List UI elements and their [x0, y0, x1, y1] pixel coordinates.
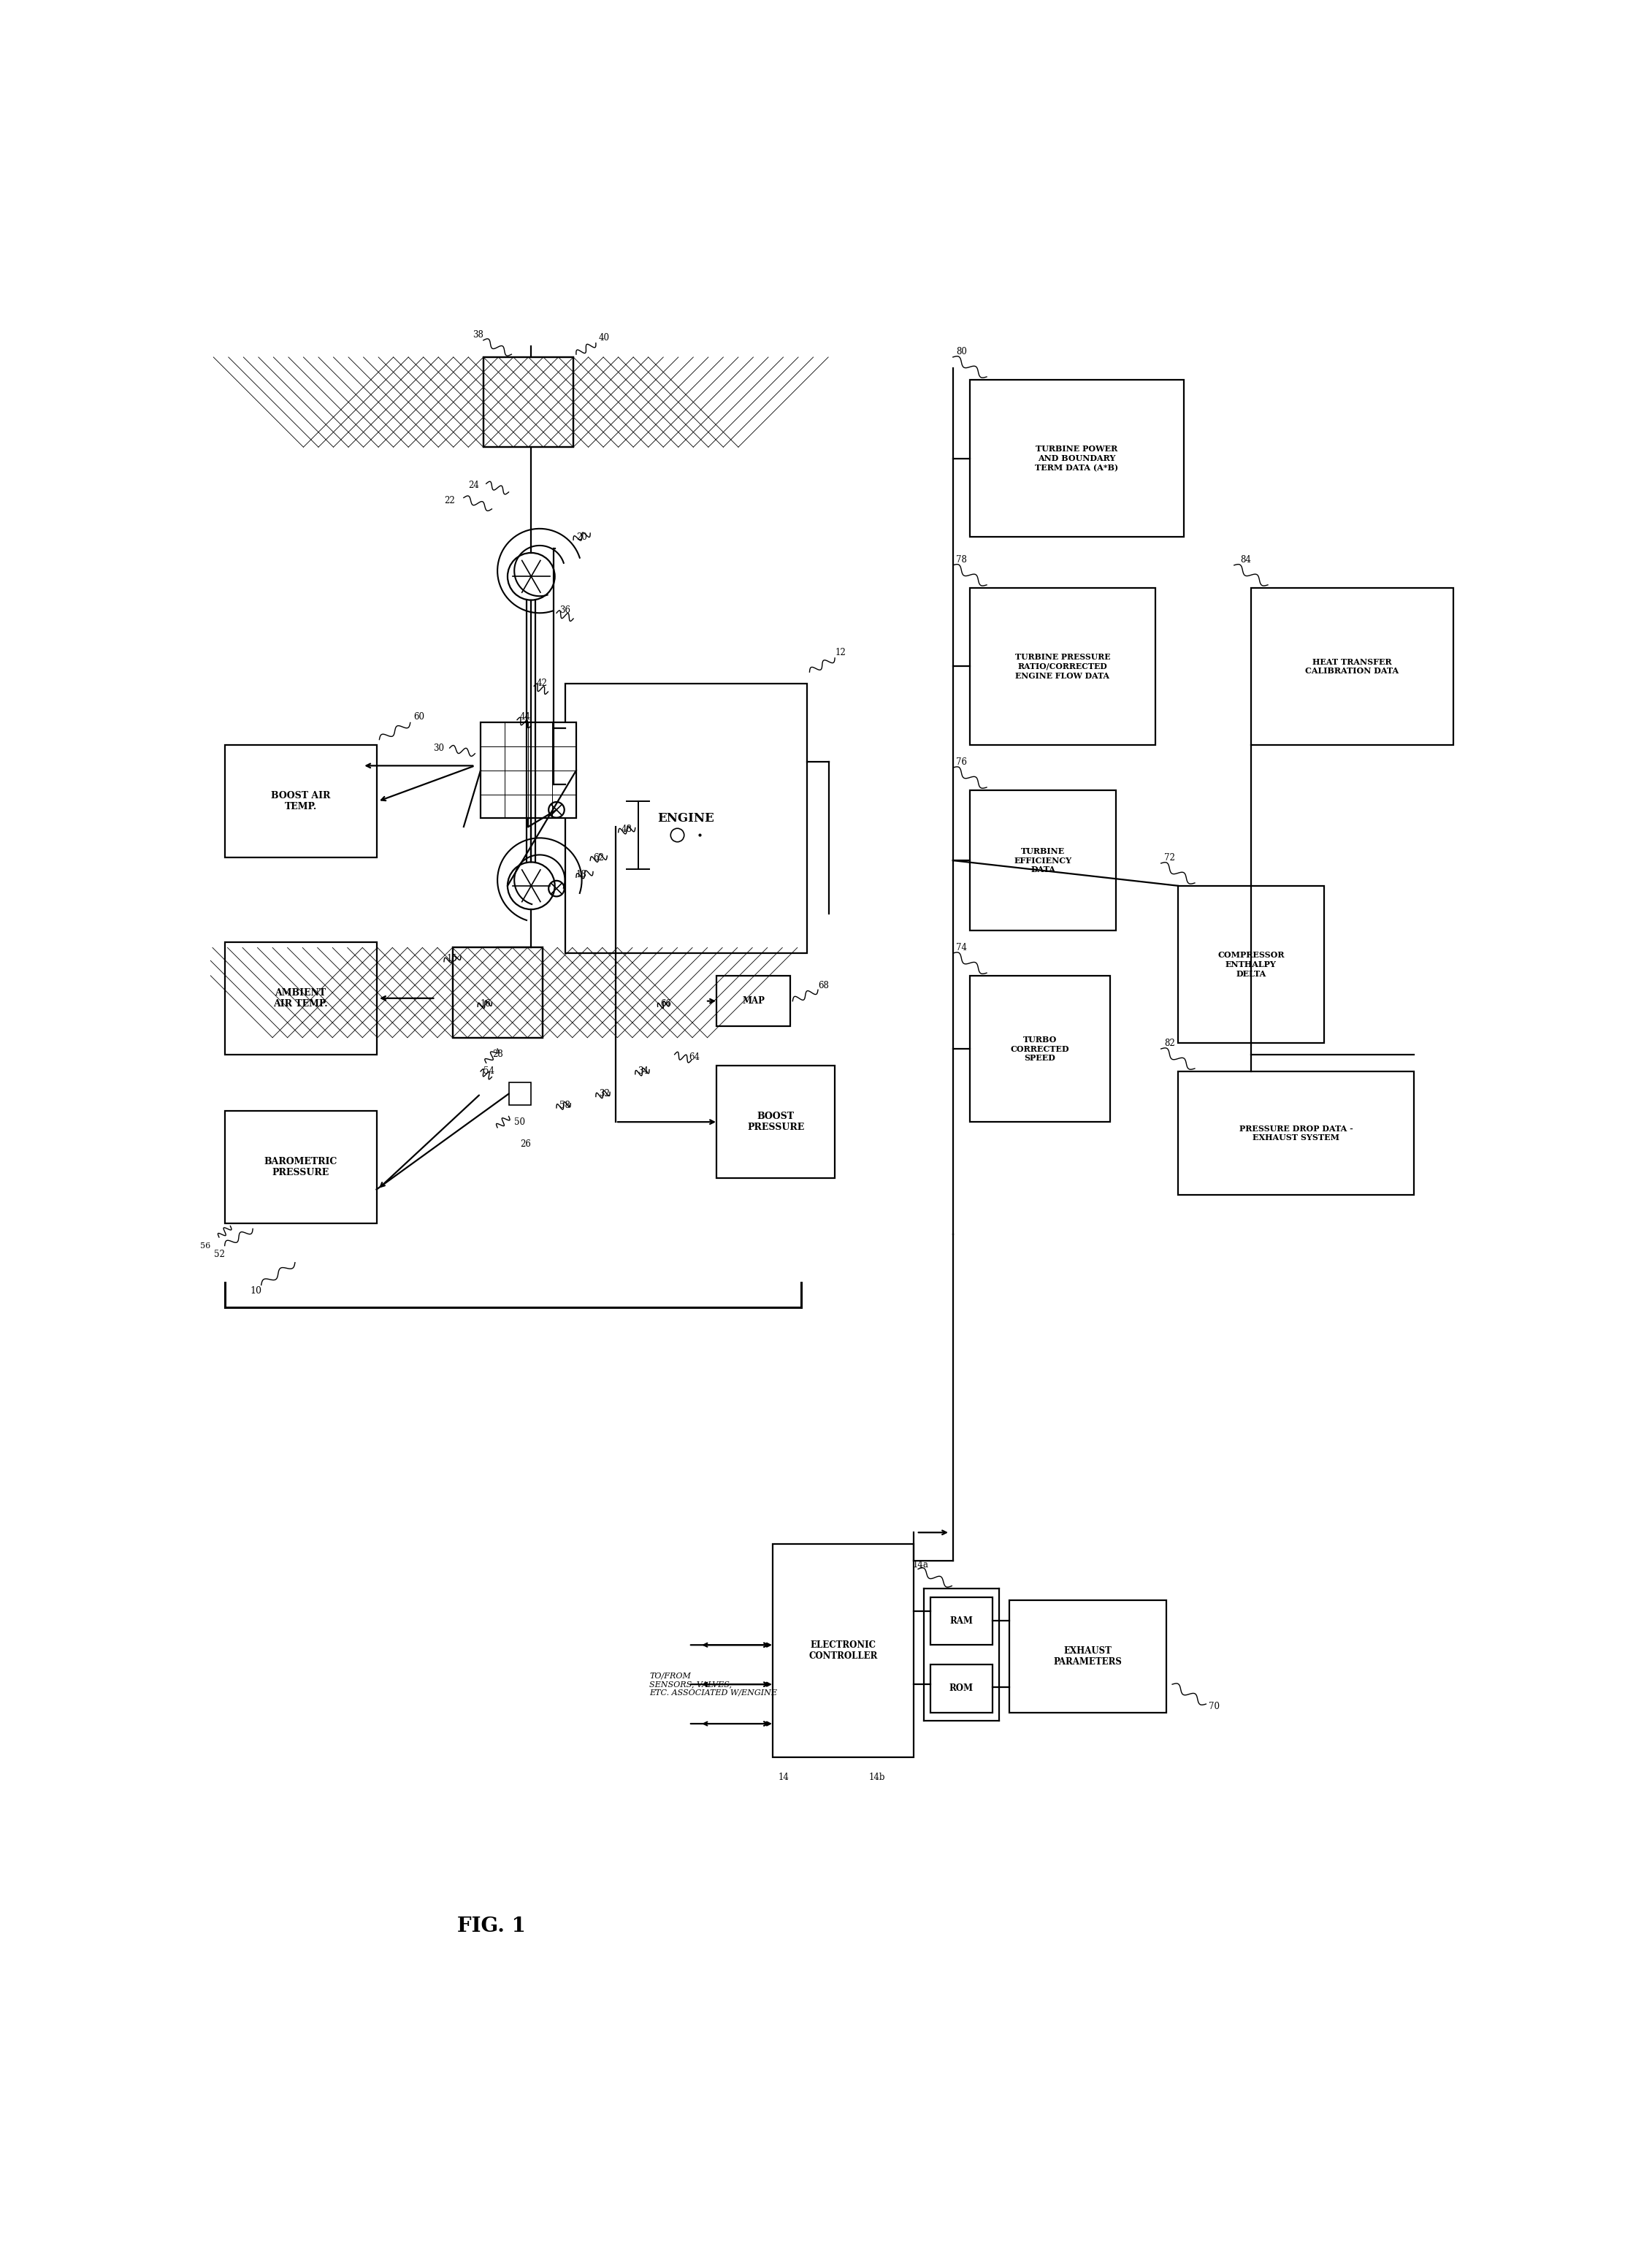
FancyBboxPatch shape	[225, 745, 377, 858]
Text: COMPRESSOR
ENTHALPY
DELTA: COMPRESSOR ENTHALPY DELTA	[1218, 951, 1284, 978]
Text: TO/FROM
SENSORS, VALVES,
ETC. ASSOCIATED W/ENGINE: TO/FROM SENSORS, VALVES, ETC. ASSOCIATED…	[649, 1672, 776, 1697]
Text: 42: 42	[537, 678, 548, 689]
Text: TURBINE POWER
AND BOUNDARY
TERM DATA (A*B): TURBINE POWER AND BOUNDARY TERM DATA (A*…	[1034, 445, 1118, 472]
FancyBboxPatch shape	[1009, 1599, 1166, 1712]
Text: 52: 52	[213, 1249, 225, 1258]
Text: 22: 22	[444, 495, 456, 506]
Text: 64: 64	[689, 1053, 700, 1062]
Text: 38: 38	[472, 330, 482, 339]
Text: ROM: ROM	[950, 1683, 973, 1694]
FancyBboxPatch shape	[970, 791, 1117, 931]
Text: BOOST AIR
TEMP.: BOOST AIR TEMP.	[271, 791, 330, 811]
Text: 34: 34	[638, 1066, 649, 1075]
FancyBboxPatch shape	[509, 1082, 532, 1105]
Text: 18: 18	[577, 870, 586, 879]
Text: 14: 14	[778, 1773, 790, 1782]
FancyBboxPatch shape	[1178, 1071, 1414, 1195]
Text: 50: 50	[514, 1118, 525, 1127]
FancyBboxPatch shape	[930, 1665, 993, 1712]
FancyBboxPatch shape	[970, 587, 1155, 745]
Text: 24: 24	[469, 481, 479, 490]
Text: 16: 16	[481, 998, 491, 1008]
FancyBboxPatch shape	[225, 942, 377, 1055]
FancyBboxPatch shape	[565, 682, 806, 953]
Text: TURBINE
EFFICIENCY
DATA: TURBINE EFFICIENCY DATA	[1014, 847, 1072, 874]
Text: 15: 15	[446, 953, 458, 965]
Text: 72: 72	[1165, 854, 1175, 863]
Text: TURBINE PRESSURE
RATIO/CORRECTED
ENGINE FLOW DATA: TURBINE PRESSURE RATIO/CORRECTED ENGINE …	[1014, 653, 1110, 680]
Text: 30: 30	[433, 743, 444, 752]
FancyBboxPatch shape	[970, 976, 1110, 1123]
FancyBboxPatch shape	[481, 723, 577, 818]
Text: ELECTRONIC
CONTROLLER: ELECTRONIC CONTROLLER	[809, 1640, 877, 1660]
FancyBboxPatch shape	[225, 1111, 377, 1222]
FancyBboxPatch shape	[717, 1066, 834, 1179]
FancyBboxPatch shape	[717, 976, 790, 1026]
Text: HEAT TRANSFER
CALIBRATION DATA: HEAT TRANSFER CALIBRATION DATA	[1305, 657, 1399, 675]
Text: 80: 80	[957, 346, 966, 357]
Text: 62: 62	[593, 854, 605, 863]
Text: 68: 68	[818, 980, 829, 989]
Text: 44: 44	[520, 712, 530, 723]
Text: 10: 10	[249, 1285, 261, 1294]
Text: 70: 70	[1209, 1701, 1219, 1712]
Text: 14a: 14a	[914, 1561, 928, 1570]
Text: 20: 20	[577, 533, 586, 542]
Text: 84: 84	[1241, 556, 1251, 565]
Text: 28: 28	[492, 1050, 502, 1059]
Text: 14b: 14b	[869, 1773, 885, 1782]
FancyBboxPatch shape	[930, 1597, 993, 1645]
Text: BAROMETRIC
PRESSURE: BAROMETRIC PRESSURE	[264, 1157, 337, 1177]
FancyBboxPatch shape	[484, 357, 573, 447]
Text: 76: 76	[957, 757, 966, 766]
Text: 74: 74	[957, 942, 966, 953]
Text: PRESSURE DROP DATA -
EXHAUST SYSTEM: PRESSURE DROP DATA - EXHAUST SYSTEM	[1239, 1125, 1353, 1141]
FancyBboxPatch shape	[1178, 886, 1325, 1044]
Text: 32: 32	[598, 1089, 610, 1098]
Text: BOOST
PRESSURE: BOOST PRESSURE	[747, 1111, 805, 1132]
Text: 12: 12	[834, 648, 846, 657]
FancyBboxPatch shape	[453, 947, 542, 1037]
Text: FIG. 1: FIG. 1	[458, 1916, 525, 1936]
Text: MAP: MAP	[742, 996, 765, 1005]
Text: 36: 36	[560, 605, 570, 614]
FancyBboxPatch shape	[1251, 587, 1454, 745]
Text: 78: 78	[957, 556, 966, 565]
FancyBboxPatch shape	[970, 380, 1183, 538]
Text: RAM: RAM	[950, 1617, 973, 1626]
Text: 66: 66	[661, 998, 671, 1008]
Text: 82: 82	[1165, 1039, 1175, 1048]
Text: 26: 26	[520, 1141, 530, 1150]
Text: AMBIENT
AIR TEMP.: AMBIENT AIR TEMP.	[273, 987, 327, 1008]
Text: 48: 48	[621, 825, 633, 834]
Text: ENGINE: ENGINE	[657, 811, 714, 825]
Text: EXHAUST
PARAMETERS: EXHAUST PARAMETERS	[1054, 1647, 1122, 1667]
Text: 54: 54	[484, 1066, 494, 1075]
FancyBboxPatch shape	[773, 1543, 914, 1758]
Text: 60: 60	[413, 712, 425, 723]
Text: TURBO
CORRECTED
SPEED: TURBO CORRECTED SPEED	[1011, 1035, 1069, 1062]
Text: 40: 40	[598, 332, 610, 341]
Text: 58: 58	[560, 1100, 570, 1109]
Text: 56: 56	[200, 1242, 210, 1249]
